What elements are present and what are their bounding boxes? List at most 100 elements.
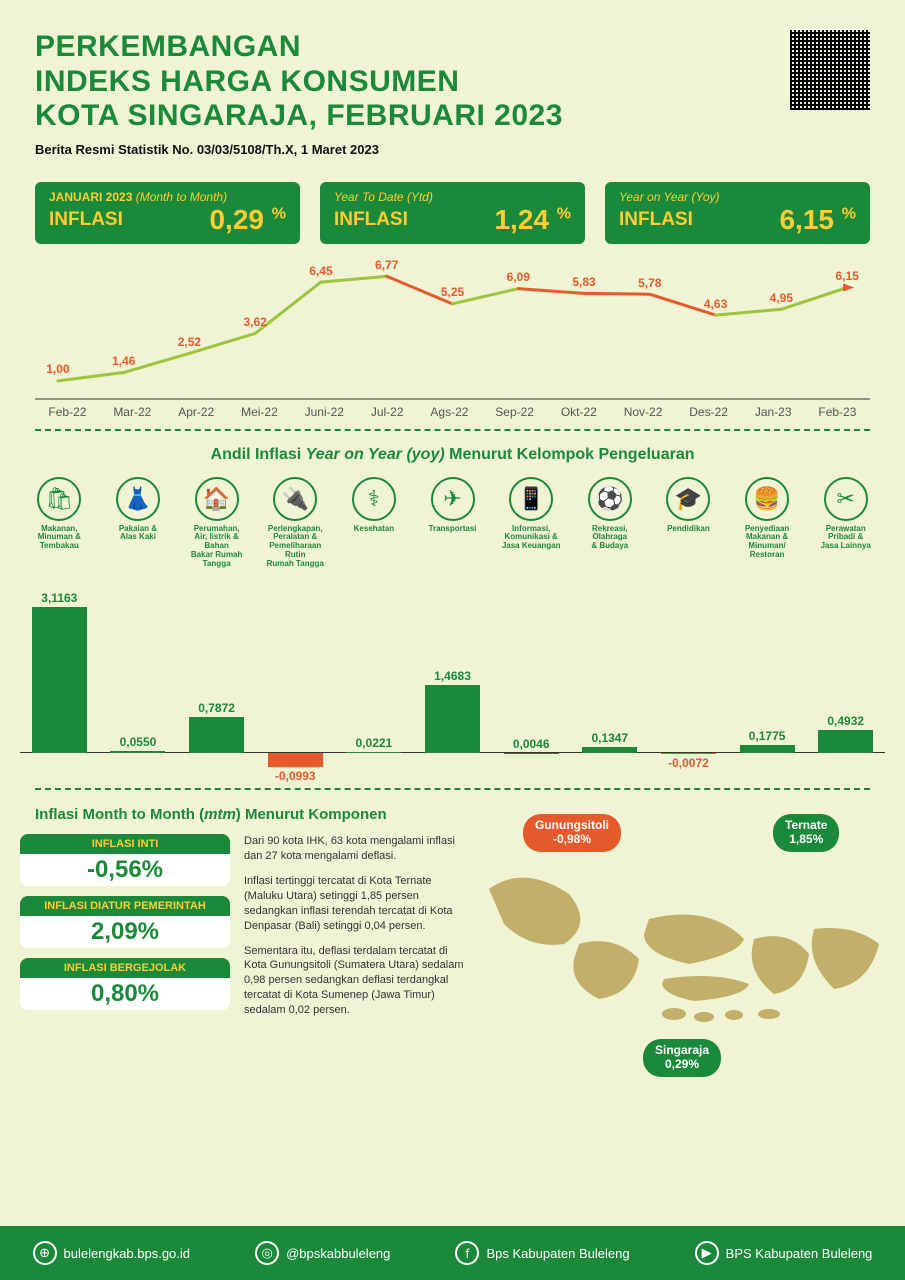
footer-link-3[interactable]: ▶ BPS Kabupaten Buleleng [695, 1241, 873, 1265]
stat-box-label: INFLASI [619, 209, 693, 231]
line-point-label: 1,46 [112, 354, 135, 368]
mtm-section: INFLASI INTI -0,56% INFLASI DIATUR PEMER… [0, 829, 905, 1017]
bar-value: 0,1347 [570, 731, 649, 745]
bar-2: 0,7872 [177, 578, 256, 778]
section-title-yoy: Andil Inflasi Year on Year (yoy) Menurut… [0, 441, 905, 469]
mtm-paragraph: Inflasi tertinggi tercatat di Kota Terna… [244, 874, 469, 933]
x-axis-label: Mar-22 [113, 405, 151, 419]
category-icon: ✈ [431, 477, 475, 521]
bar-value: -0,0993 [256, 769, 335, 783]
category-10: ✂ PerawatanPribadi &Jasa Lainnya [806, 477, 885, 569]
component-pill-0: INFLASI INTI -0,56% [20, 834, 230, 886]
category-label: Makanan,Minuman &Tembakau [20, 525, 99, 551]
bar-3: -0,0993 [256, 578, 335, 778]
mtm-paragraph: Dari 90 kota IHK, 63 kota mengalami infl… [244, 834, 469, 864]
bar-4: 0,0221 [335, 578, 414, 778]
footer-link-0[interactable]: ⊕ bulelengkab.bps.go.id [33, 1241, 191, 1265]
bar-chart: 3,1163 0,0550 0,7872 -0,0993 0,0221 1,46… [20, 578, 885, 778]
qr-code [790, 30, 870, 110]
map-bubble-singaraja: Singaraja0,29% [643, 1039, 721, 1077]
bar-8: -0,0072 [649, 578, 728, 778]
stat-box-value: 0,29 % [209, 204, 286, 236]
pill-value: -0,56% [20, 854, 230, 886]
x-axis-label: Juni-22 [305, 405, 344, 419]
pill-head: INFLASI INTI [20, 834, 230, 854]
category-9: 🍔 PenyediaanMakanan &Minuman/Restoran [728, 477, 807, 569]
bar-7: 0,1347 [570, 578, 649, 778]
x-axis-label: Feb-23 [818, 405, 856, 419]
map-bubble-ternate: Ternate1,85% [773, 814, 839, 852]
stat-box-value: 6,15 % [779, 204, 856, 236]
category-icons: 🛍 Makanan,Minuman &Tembakau 👗 Pakaian &A… [0, 469, 905, 569]
category-8: 🎓 Pendidikan [649, 477, 728, 569]
bar-0: 3,1163 [20, 578, 99, 778]
category-7: ⚽ Rekreasi,Olahraga& Budaya [570, 477, 649, 569]
bar-value: 0,0221 [335, 736, 414, 750]
mtm-paragraph: Sementara itu, deflasi terdalam tercatat… [244, 944, 469, 1018]
line-chart: 1,001,462,523,626,456,775,256,095,835,78… [35, 249, 870, 419]
bar-value: 1,4683 [413, 669, 492, 683]
stat-box-1: Year To Date (Ytd) INFLASI 1,24 % [320, 182, 585, 244]
category-label: Rekreasi,Olahraga& Budaya [570, 525, 649, 551]
pill-head: INFLASI BERGEJOLAK [20, 958, 230, 978]
pill-head: INFLASI DIATUR PEMERINTAH [20, 896, 230, 916]
line-point-label: 5,25 [441, 285, 464, 299]
x-axis-label: Feb-22 [48, 405, 86, 419]
component-pill-2: INFLASI BERGEJOLAK 0,80% [20, 958, 230, 1010]
x-axis-label: Sep-22 [495, 405, 534, 419]
category-3: 🔌 Perlengkapan,Peralatan &PemeliharaanRu… [256, 477, 335, 569]
bar-value: 0,4932 [806, 714, 885, 728]
category-label: Pakaian &Alas Kaki [99, 525, 178, 543]
category-5: ✈ Transportasi [413, 477, 492, 569]
bar-value: 3,1163 [20, 591, 99, 605]
footer-link-1[interactable]: ◎ @bpskabbuleleng [255, 1241, 390, 1265]
line-point-label: 4,95 [770, 291, 793, 305]
footer-text: Bps Kabupaten Buleleng [486, 1246, 629, 1261]
category-label: Informasi,Komunikasi &Jasa Keuangan [492, 525, 571, 551]
stat-box-head: Year To Date (Ytd) [334, 190, 571, 204]
footer-text: bulelengkab.bps.go.id [64, 1246, 191, 1261]
line-point-label: 3,62 [244, 315, 267, 329]
category-2: 🏠 Perumahan,Air, listrik &BahanBakar Rum… [177, 477, 256, 569]
category-label: PenyediaanMakanan &Minuman/Restoran [728, 525, 807, 560]
category-icon: 🍔 [745, 477, 789, 521]
bar-value: 0,7872 [177, 701, 256, 715]
x-axis-label: Mei-22 [241, 405, 278, 419]
bar-1: 0,0550 [99, 578, 178, 778]
bar-value: 0,1775 [728, 729, 807, 743]
line-point-label: 5,78 [638, 276, 661, 290]
separator [35, 788, 870, 790]
line-point-label: 5,83 [572, 275, 595, 289]
stat-boxes: JANUARI 2023 (Month to Month) INFLASI 0,… [0, 167, 905, 249]
x-axis-label: Nov-22 [624, 405, 663, 419]
footer-link-2[interactable]: f Bps Kabupaten Buleleng [455, 1241, 629, 1265]
category-icon: 🔌 [273, 477, 317, 521]
footer-text: @bpskabbuleleng [286, 1246, 390, 1261]
stat-box-2: Year on Year (Yoy) INFLASI 6,15 % [605, 182, 870, 244]
category-icon: 📱 [509, 477, 553, 521]
x-axis-label: Apr-22 [178, 405, 214, 419]
social-icon: ⊕ [33, 1241, 57, 1265]
category-4: ⚕ Kesehatan [335, 477, 414, 569]
mtm-description: Dari 90 kota IHK, 63 kota mengalami infl… [244, 829, 469, 1017]
section-title-mtm: Inflasi Month to Month (mtm) Menurut Kom… [0, 800, 905, 829]
stat-box-label: INFLASI [49, 209, 123, 231]
pill-value: 0,80% [20, 978, 230, 1010]
stat-box-head: Year on Year (Yoy) [619, 190, 856, 204]
category-label: Transportasi [413, 525, 492, 534]
line-point-label: 6,09 [507, 270, 530, 284]
x-axis-label: Okt-22 [561, 405, 597, 419]
stat-box-label: INFLASI [334, 209, 408, 231]
category-icon: 🏠 [195, 477, 239, 521]
social-icon: f [455, 1241, 479, 1265]
title-line-3: KOTA SINGARAJA, FEBRUARI 2023 [35, 99, 870, 134]
bar-10: 0,4932 [806, 578, 885, 778]
category-icon: ✂ [824, 477, 868, 521]
component-pills: INFLASI INTI -0,56% INFLASI DIATUR PEMER… [20, 829, 230, 1017]
category-icon: 👗 [116, 477, 160, 521]
category-1: 👗 Pakaian &Alas Kaki [99, 477, 178, 569]
component-pill-1: INFLASI DIATUR PEMERINTAH 2,09% [20, 896, 230, 948]
category-label: Pendidikan [649, 525, 728, 534]
map-bubble-gunungsitoli: Gunungsitoli-0,98% [523, 814, 621, 852]
category-icon: 🛍 [37, 477, 81, 521]
